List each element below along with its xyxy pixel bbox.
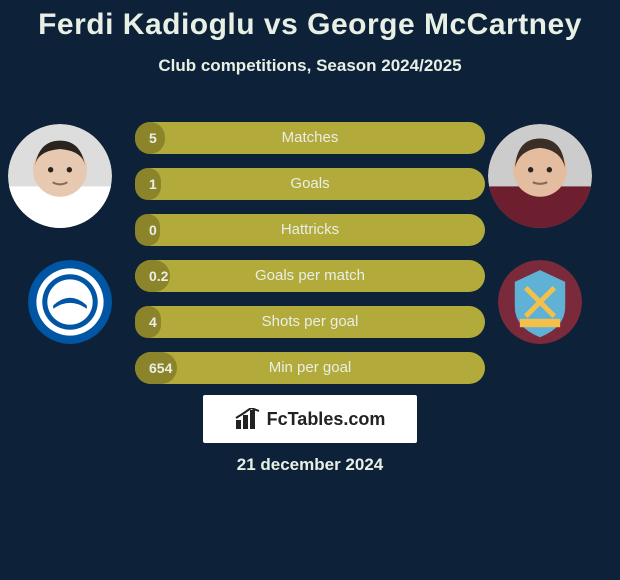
stat-label: Goals per match <box>135 260 485 292</box>
stat-row: 0.2Goals per match <box>135 260 485 292</box>
page-title: Ferdi Kadioglu vs George McCartney <box>0 0 620 42</box>
stat-label: Goals <box>135 168 485 200</box>
stat-label: Hattricks <box>135 214 485 246</box>
club1-badge <box>28 260 112 344</box>
club1-badge-svg <box>28 260 112 344</box>
attribution-badge: FcTables.com <box>203 395 417 443</box>
stat-row: 5Matches <box>135 122 485 154</box>
stat-label: Min per goal <box>135 352 485 384</box>
stat-label: Matches <box>135 122 485 154</box>
player2-avatar-svg <box>488 124 592 228</box>
comparison-card: Ferdi Kadioglu vs George McCartney Club … <box>0 0 620 580</box>
stat-row: 0Hattricks <box>135 214 485 246</box>
club2-badge-svg <box>498 260 582 344</box>
fctables-icon <box>235 408 261 430</box>
player1-avatar <box>8 124 112 228</box>
stats-rows: 5Matches 1Goals 0Hattricks 0.2Goals per mat… <box>135 122 485 398</box>
stat-row: 654Min per goal <box>135 352 485 384</box>
subtitle: Club competitions, Season 2024/2025 <box>0 56 620 76</box>
club2-badge <box>498 260 582 344</box>
stat-row: 4Shots per goal <box>135 306 485 338</box>
player2-avatar <box>488 124 592 228</box>
stat-row: 1Goals <box>135 168 485 200</box>
attribution-text: FcTables.com <box>267 409 386 430</box>
player1-avatar-svg <box>8 124 112 228</box>
stat-label: Shots per goal <box>135 306 485 338</box>
date-text: 21 december 2024 <box>0 455 620 475</box>
